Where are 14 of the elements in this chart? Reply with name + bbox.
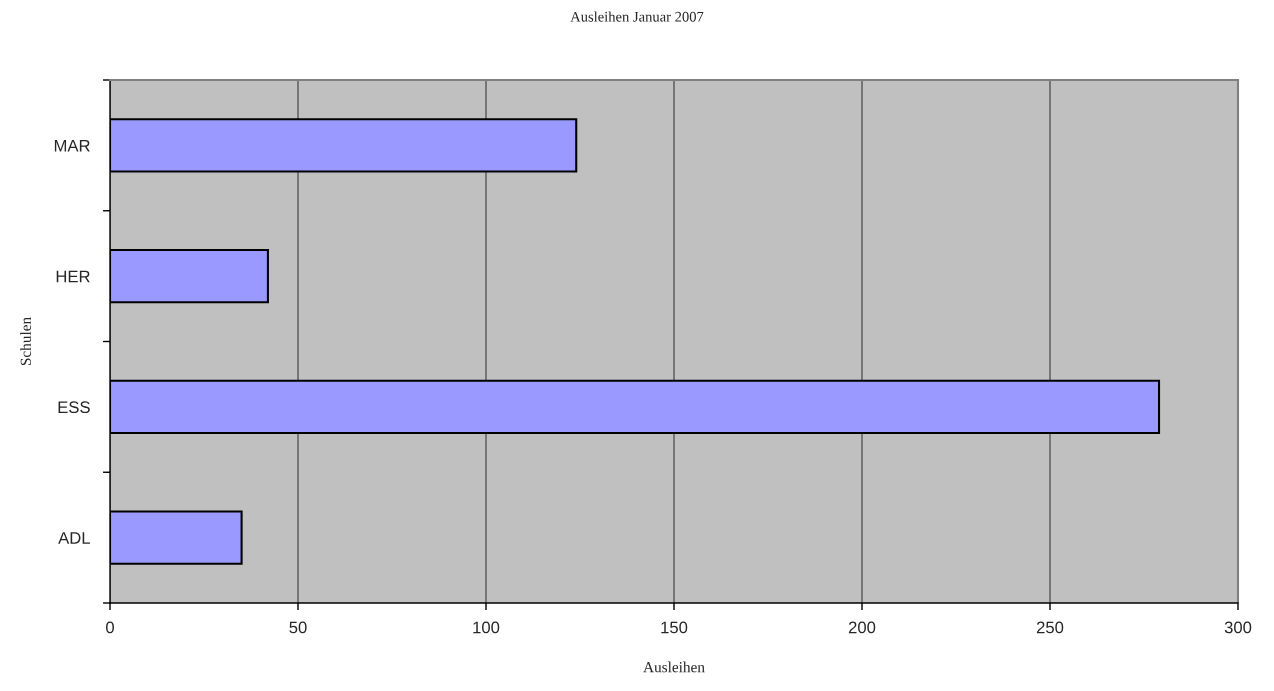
- x-tick-label: 200: [848, 621, 876, 634]
- y-tick-label: ESS: [58, 401, 90, 414]
- y-axis-title: Schulen: [20, 317, 31, 366]
- x-tick-label: 100: [473, 621, 500, 634]
- x-tick-label: 50: [289, 621, 307, 634]
- x-axis-title: Ausleihen: [643, 661, 705, 673]
- x-tick-label: 150: [661, 621, 688, 634]
- y-tick-label: ADL: [58, 532, 90, 544]
- x-tick-label: 0: [106, 621, 114, 634]
- chart-title: Ausleihen Januar 2007: [570, 11, 704, 22]
- x-tick-label: 300: [1224, 621, 1252, 634]
- y-tick-label: MAR: [54, 139, 90, 152]
- y-tick-label: HER: [56, 270, 90, 283]
- x-tick-label: 250: [1036, 621, 1064, 634]
